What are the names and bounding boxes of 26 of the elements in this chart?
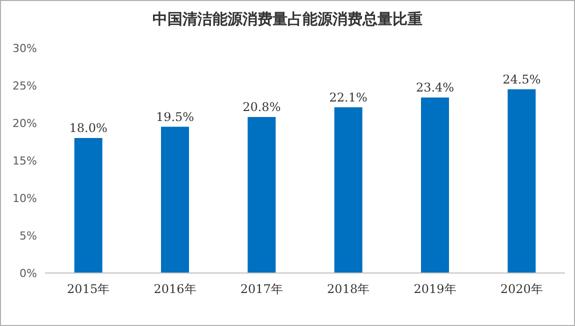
data-label: 20.8% (242, 100, 281, 114)
data-label: 24.5% (502, 72, 541, 86)
data-label: 19.5% (156, 110, 194, 124)
bar (508, 89, 536, 273)
bar (161, 126, 189, 273)
bar (334, 107, 362, 273)
bar (421, 98, 449, 273)
chart-title: 中国清洁能源消费量占能源消费总量比重 (152, 10, 422, 28)
x-tick-label: 2015年 (67, 282, 110, 296)
y-tick-label: 20% (12, 117, 37, 130)
x-tick-label: 2016年 (154, 282, 196, 296)
y-tick-label: 0% (20, 267, 37, 280)
y-tick-label: 30% (12, 42, 37, 55)
y-tick-label: 25% (12, 80, 37, 92)
y-tick-label: 5% (20, 230, 37, 242)
data-label: 23.4% (416, 80, 454, 94)
y-tick-label: 15% (12, 154, 37, 168)
x-tick-label: 2020年 (500, 282, 543, 296)
bar (74, 138, 102, 273)
x-tick-label: 2018年 (327, 282, 370, 296)
y-tick-label: 10% (12, 192, 37, 205)
data-label: 18.0% (69, 121, 108, 135)
x-tick-label: 2019年 (414, 282, 456, 296)
bar (248, 117, 276, 273)
data-label: 22.1% (329, 90, 368, 104)
x-tick-label: 2017年 (240, 282, 283, 296)
